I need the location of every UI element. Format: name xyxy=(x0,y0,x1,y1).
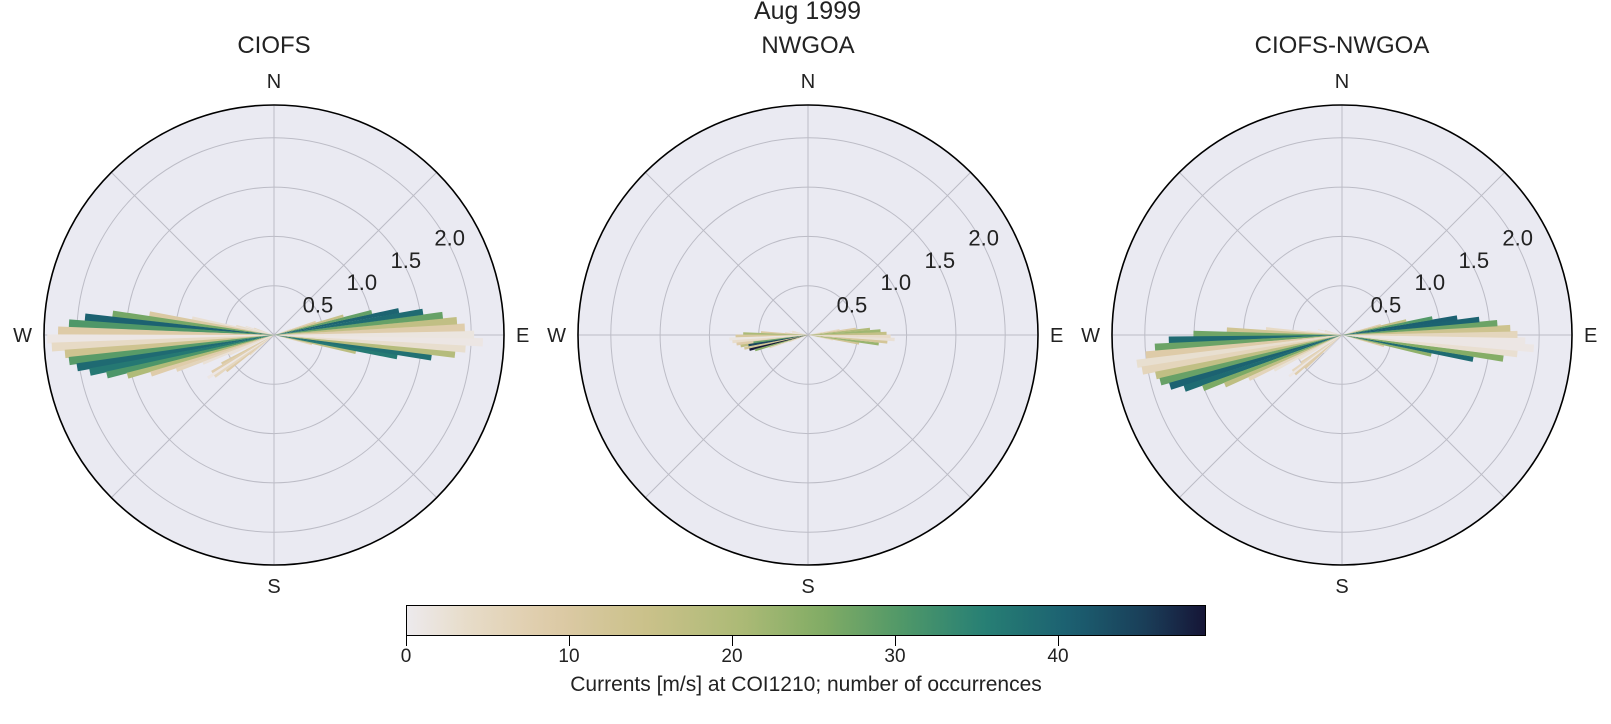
svg-text:E: E xyxy=(1050,325,1063,347)
svg-text:1.5: 1.5 xyxy=(390,248,421,273)
svg-text:W: W xyxy=(13,325,32,347)
svg-text:N: N xyxy=(800,71,814,93)
svg-text:0.5: 0.5 xyxy=(1370,293,1401,318)
svg-text:1.0: 1.0 xyxy=(347,270,378,295)
svg-text:S: S xyxy=(1335,576,1348,598)
svg-text:1.0: 1.0 xyxy=(1414,270,1445,295)
svg-text:N: N xyxy=(267,71,281,93)
svg-text:0.5: 0.5 xyxy=(303,293,334,318)
svg-text:0.5: 0.5 xyxy=(836,293,867,318)
svg-text:W: W xyxy=(547,325,566,347)
svg-text:2.0: 2.0 xyxy=(1502,225,1533,250)
svg-text:W: W xyxy=(1081,325,1100,347)
svg-text:CIOFS-NWGOA: CIOFS-NWGOA xyxy=(1254,32,1429,59)
svg-text:2.0: 2.0 xyxy=(434,225,465,250)
svg-text:S: S xyxy=(267,576,280,598)
svg-text:1.5: 1.5 xyxy=(1458,248,1489,273)
svg-text:N: N xyxy=(1334,71,1348,93)
svg-text:S: S xyxy=(801,576,814,598)
svg-text:E: E xyxy=(1584,325,1597,347)
svg-text:E: E xyxy=(516,325,529,347)
svg-text:CIOFS: CIOFS xyxy=(237,32,310,59)
svg-text:NWGOA: NWGOA xyxy=(761,32,854,59)
svg-text:1.0: 1.0 xyxy=(880,270,911,295)
svg-text:2.0: 2.0 xyxy=(968,225,999,250)
svg-text:1.5: 1.5 xyxy=(924,248,955,273)
